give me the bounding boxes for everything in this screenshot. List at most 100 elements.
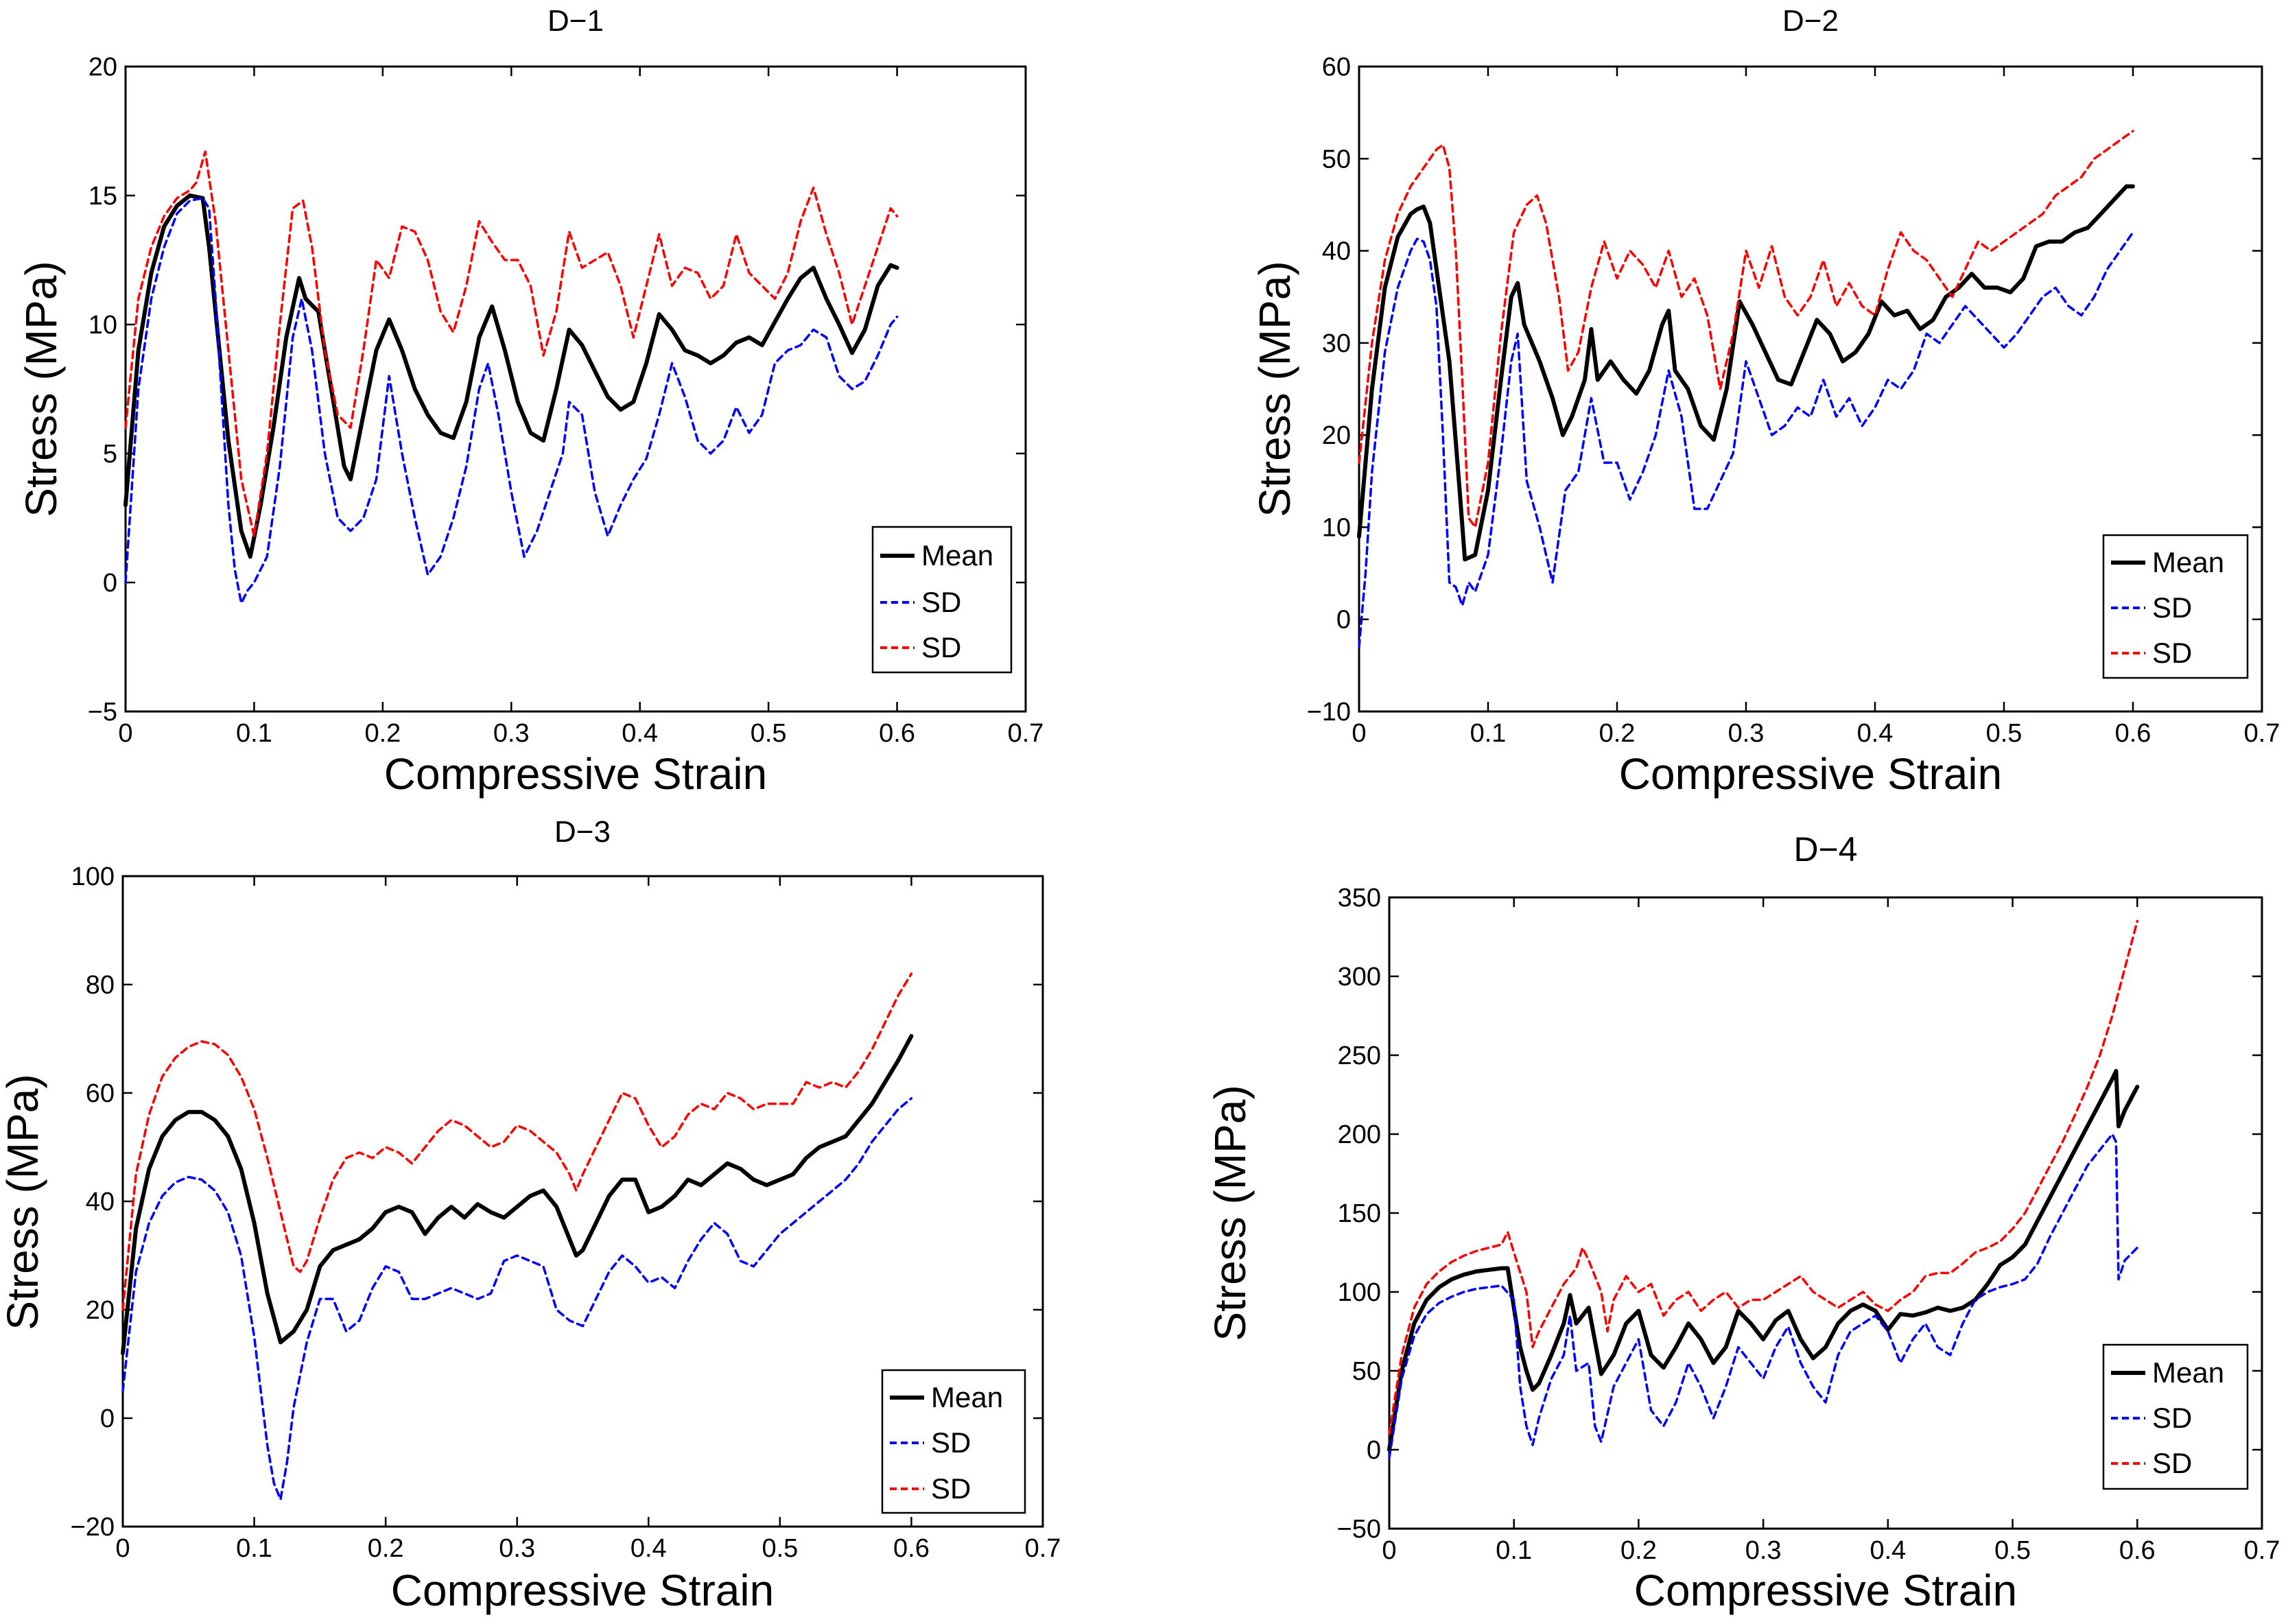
- panel-d1-y-tick-label: 0: [103, 569, 117, 598]
- panel-d1-series-mean: [123, 193, 899, 559]
- panel-d4-x-tick-label: 0.7: [2244, 1536, 2280, 1565]
- panel-d2-series-sd-low: [1358, 231, 2134, 648]
- panel-d2-y-tick-label: −10: [1307, 698, 1351, 727]
- panel-d4-x-axis-label: Compressive Strain: [1634, 1566, 2017, 1615]
- panel-d4-y-tick-label: 200: [1338, 1120, 1381, 1149]
- panel-d2-y-tick-label: 0: [1336, 606, 1351, 635]
- panel-d2-y-tick-label: 40: [1322, 237, 1351, 266]
- panel-d4-x-tick-label: 0.6: [2119, 1536, 2156, 1565]
- panel-d4-x-tick-label: 0.3: [1745, 1536, 1782, 1565]
- panel-d1-series-sd-low: [124, 197, 899, 604]
- panel-d1-x-tick-label: 0.6: [879, 719, 915, 748]
- panel-d3-y-tick-label: 40: [86, 1188, 115, 1216]
- panel-d4-series-sd-high: [1388, 919, 2139, 1435]
- panel-d4-legend: Mean SD SD: [2102, 1343, 2249, 1490]
- panel-d3-y-tick-label: −20: [71, 1513, 115, 1542]
- panel-d1-x-tick-label: 0.7: [1008, 719, 1044, 748]
- panel-d2-x-tick-label: 0.1: [1470, 719, 1507, 748]
- panel-d2-legend: Mean SD SD: [2102, 534, 2249, 679]
- panel-d4-title: D−4: [1793, 830, 1857, 869]
- panel-d1-legend: Mean SD SD: [871, 526, 1013, 674]
- panel-d1-y-axis-label: Stress (MPa): [16, 261, 66, 517]
- panel-d3-y-tick-label: 20: [86, 1296, 115, 1325]
- panel-d1-legend-label-mean: Mean: [921, 539, 993, 572]
- panel-d2-title: D−2: [1782, 4, 1839, 38]
- panel-d2: D−2 0 0.1 0.2 0.3 0.4 0.5 0.6 0.7−1001020304050…: [1250, 4, 2280, 799]
- panel-d2-series: [1357, 130, 2135, 648]
- panel-d4-y-tick-label: 300: [1338, 963, 1381, 991]
- panel-d2-x-tick-label: 0.5: [1986, 719, 2022, 748]
- panel-d2-x-axis-label: Compressive Strain: [1619, 749, 2002, 799]
- panel-d1-y-tick-label: 20: [89, 53, 117, 82]
- panel-d3-x-axis-label: Compressive Strain: [391, 1566, 774, 1615]
- panel-d1-y-tick-label: 10: [89, 311, 117, 340]
- panel-d2-y-tick-label: 10: [1322, 513, 1351, 542]
- panel-d3-series-sd-low: [121, 1097, 913, 1501]
- panel-d1-series-sd-high: [124, 150, 899, 538]
- panel-d4-series-sd-low: [1388, 1133, 2139, 1459]
- panel-d3-legend-label-sd-high: SD: [931, 1472, 971, 1505]
- panel-d2-y-tick-label: 50: [1322, 145, 1351, 174]
- panel-d4-y-tick-label: 0: [1367, 1436, 1381, 1465]
- panel-d2-x-tick-label: 0: [1352, 719, 1366, 748]
- panel-d4-legend-label-mean: Mean: [2152, 1356, 2224, 1389]
- panel-d4-legend-label-sd-low: SD: [2152, 1402, 2192, 1434]
- panel-d4-y-tick-label: −50: [1337, 1515, 1381, 1544]
- panel-d3-y-tick-label: 0: [100, 1404, 115, 1433]
- panel-d2-x-tick-label: 0.7: [2244, 719, 2280, 748]
- panel-d4-ticks: 0 0.1 0.2 0.3 0.4 0.5 0.6 0.7−50050100150200250…: [1337, 884, 2280, 1565]
- panel-d4-y-tick-label: 100: [1338, 1278, 1381, 1307]
- panel-d1-y-tick-label: −5: [88, 698, 117, 727]
- panel-d2-legend-label-mean: Mean: [2152, 546, 2224, 578]
- panel-d4-y-tick-label: 50: [1352, 1357, 1381, 1386]
- panel-d3-legend-label-mean: Mean: [931, 1381, 1003, 1413]
- panel-d1-legend-label-sd-low: SD: [921, 586, 961, 618]
- panel-d3-x-tick-label: 0.1: [236, 1534, 272, 1563]
- panel-d2-x-tick-label: 0.6: [2115, 719, 2151, 748]
- panel-d1-x-tick-label: 0.4: [622, 719, 658, 748]
- panel-d4-x-tick-label: 0.4: [1870, 1536, 1906, 1565]
- panel-d3-x-tick-label: 0.7: [1025, 1534, 1061, 1563]
- panel-d3-y-axis-label: Stress (MPa): [0, 1074, 47, 1330]
- panel-d1-x-tick-label: 0.5: [751, 719, 787, 748]
- panel-d4-y-tick-label: 150: [1338, 1199, 1381, 1228]
- panel-d1-legend-label-sd-high: SD: [921, 631, 961, 663]
- panel-d3-title: D−3: [554, 815, 611, 849]
- panel-d1-y-tick-label: 15: [89, 182, 117, 211]
- panel-d3-legend: Mean SD SD: [881, 1369, 1026, 1514]
- panel-d3-x-tick-label: 0: [115, 1534, 130, 1563]
- panel-d4: D−4 0 0.1 0.2 0.3 0.4 0.5 0.6 0.7−5005010015020…: [1205, 830, 2280, 1615]
- panel-d2-y-tick-label: 60: [1322, 53, 1351, 82]
- panel-d3-y-tick-label: 80: [86, 971, 115, 1000]
- panel-d1-title: D−1: [547, 4, 604, 38]
- panel-d2-legend-label-sd-high: SD: [2152, 637, 2192, 669]
- panel-d4-x-tick-label: 0.5: [1994, 1536, 2031, 1565]
- panel-d3-y-tick-label: 60: [86, 1079, 115, 1108]
- panel-d3-legend-label-sd-low: SD: [931, 1426, 971, 1459]
- panel-d4-y-axis-label: Stress (MPa): [1205, 1085, 1255, 1341]
- panel-d4-legend-label-sd-high: SD: [2152, 1447, 2192, 1479]
- panel-d3-x-tick-label: 0.2: [368, 1534, 404, 1563]
- panel-d3-x-tick-label: 0.4: [630, 1534, 667, 1563]
- panel-d4-x-tick-label: 0.2: [1620, 1536, 1657, 1565]
- panel-d3: D−3 0 0.1 0.2 0.3 0.4 0.5 0.6 0.7−2002040608010…: [0, 815, 1061, 1615]
- panel-d2-x-tick-label: 0.4: [1857, 719, 1894, 748]
- panel-d2-legend-label-sd-low: SD: [2152, 591, 2192, 624]
- panel-d3-series-mean: [121, 1034, 914, 1356]
- panel-d4-x-tick-label: 0: [1382, 1536, 1396, 1565]
- panel-d1-x-tick-label: 0.1: [236, 719, 272, 748]
- panel-d2-x-tick-label: 0.3: [1728, 719, 1765, 748]
- panel-d2-y-axis-label: Stress (MPa): [1250, 261, 1299, 517]
- panel-d3-x-tick-label: 0.5: [762, 1534, 798, 1563]
- panel-d1-x-tick-label: 0.2: [364, 719, 401, 748]
- panel-d3-series-sd-high: [121, 972, 913, 1311]
- panel-d2-x-tick-label: 0.2: [1599, 719, 1636, 748]
- panel-d3-x-tick-label: 0.6: [893, 1534, 930, 1563]
- panel-d1-series: [123, 150, 899, 604]
- panel-d2-series-mean: [1357, 184, 2135, 562]
- panel-d3-y-tick-label: 100: [71, 862, 115, 891]
- panel-d3-x-tick-label: 0.3: [499, 1534, 535, 1563]
